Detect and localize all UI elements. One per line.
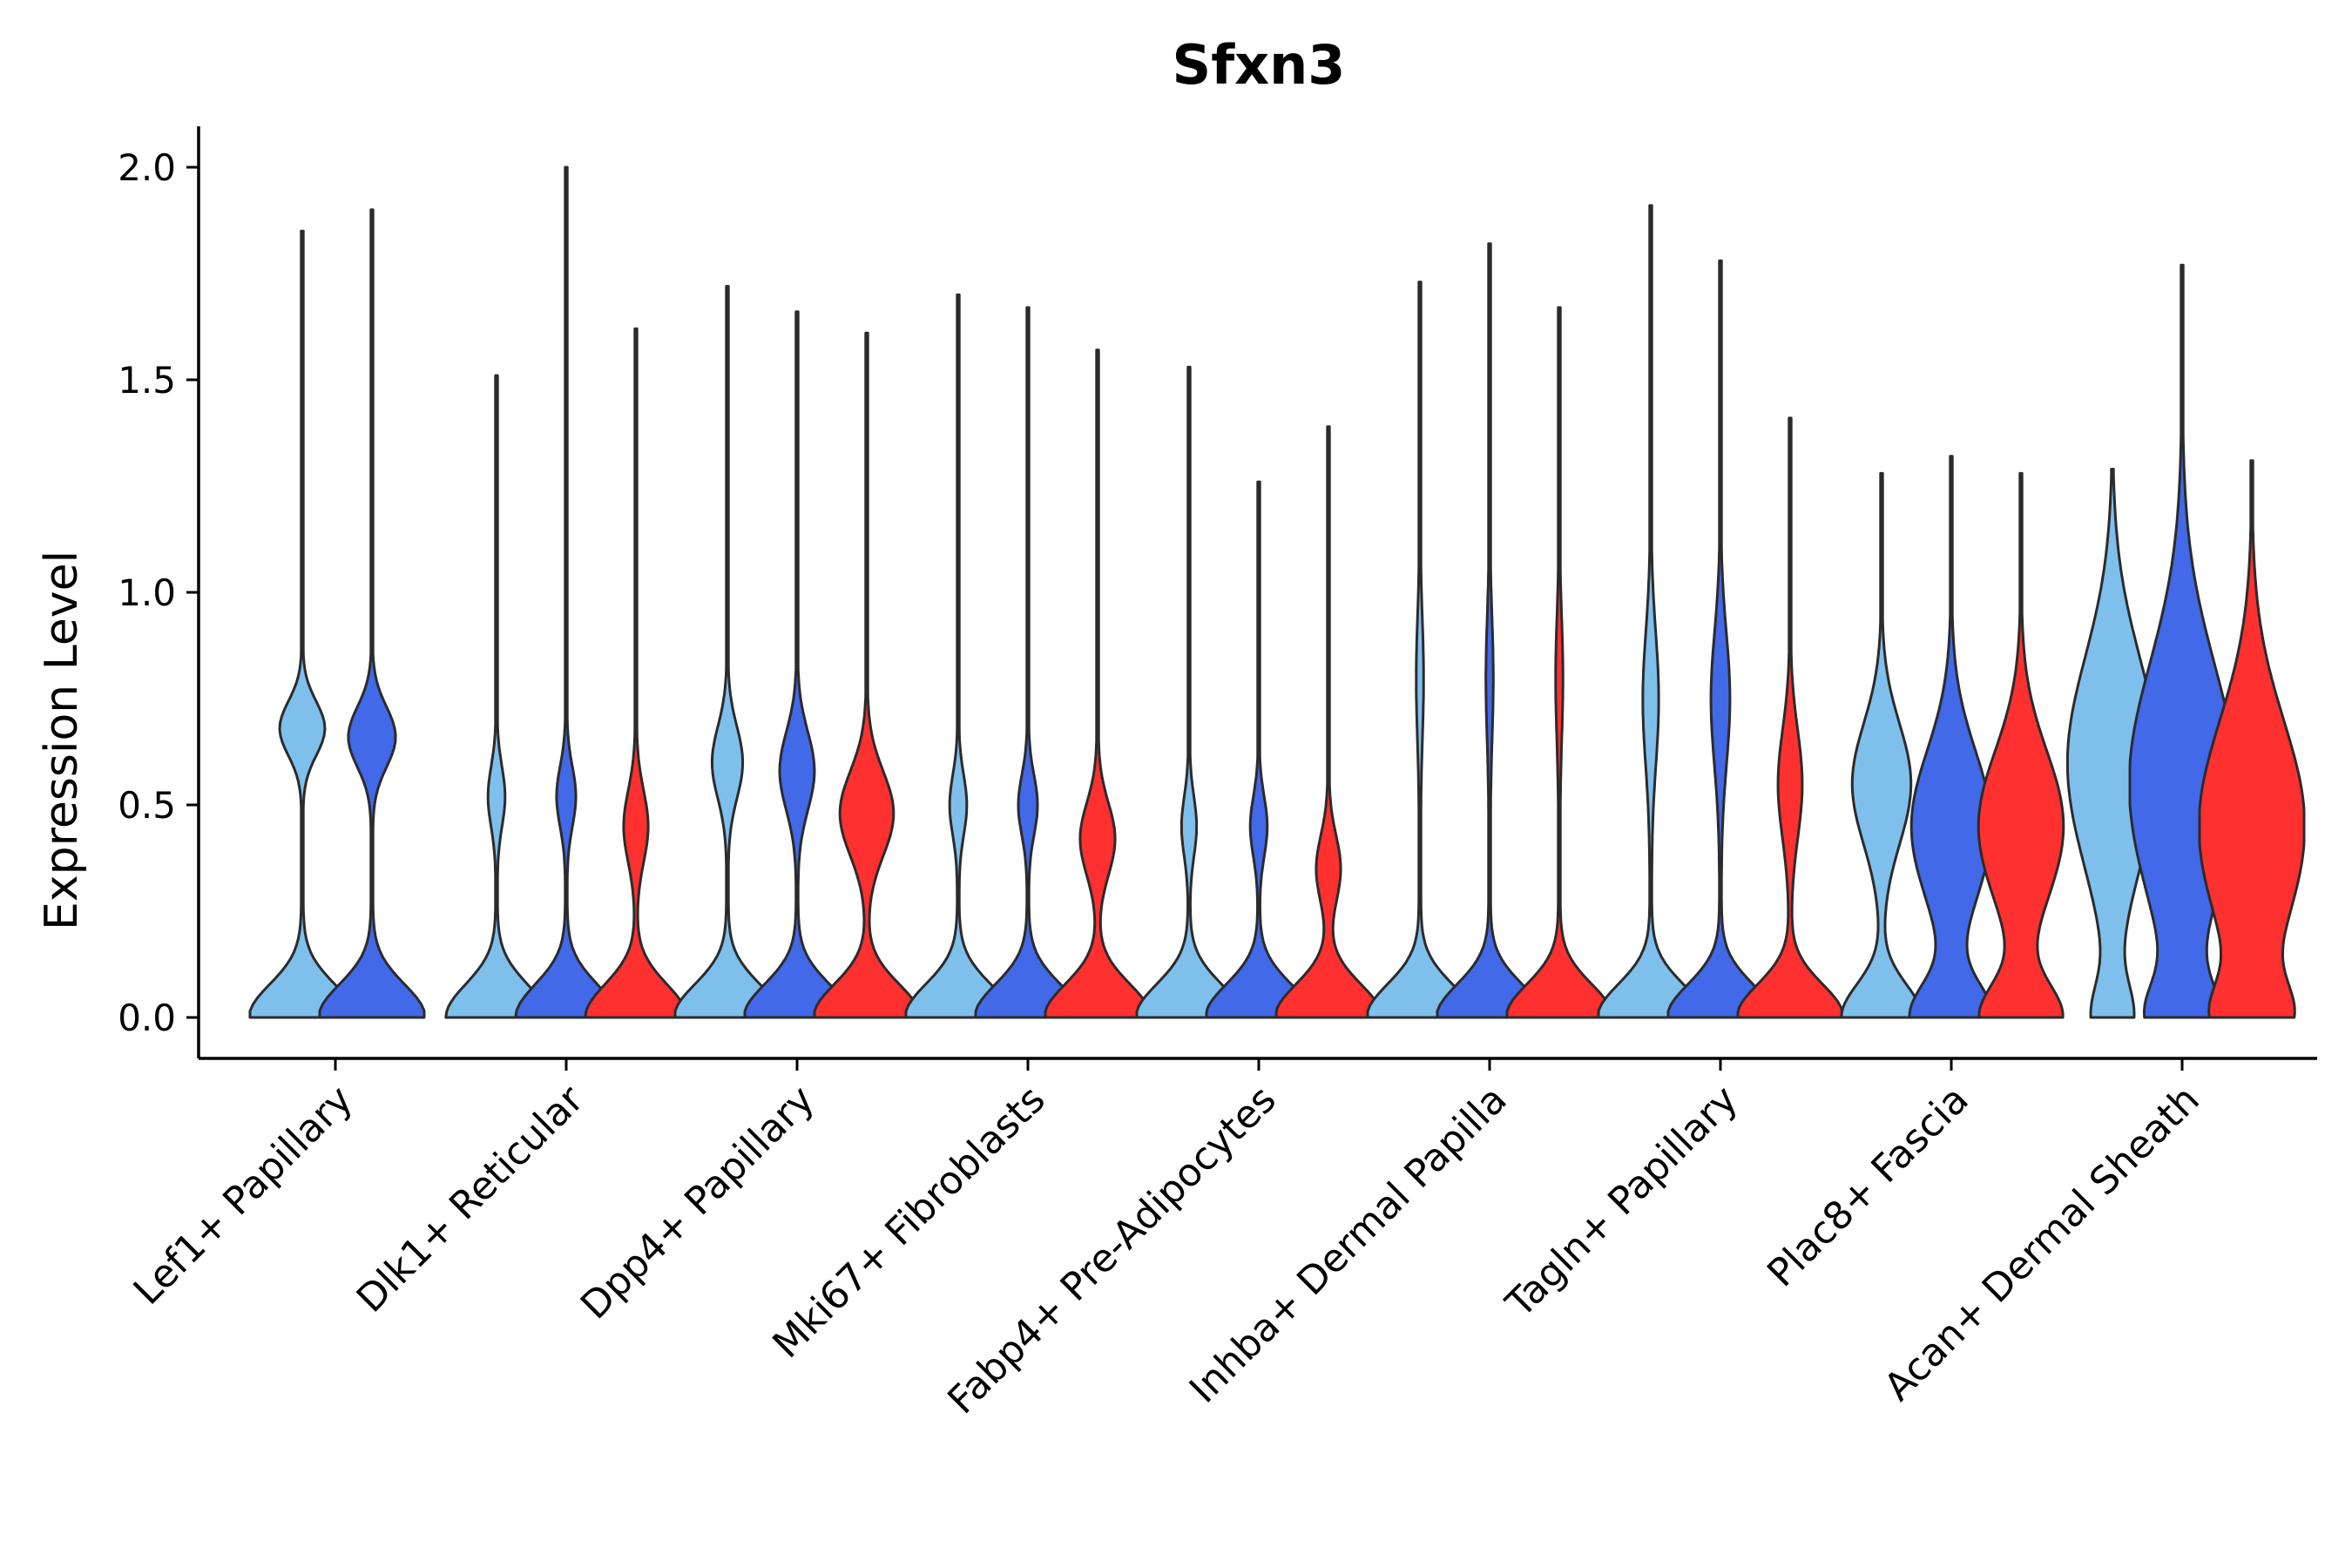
y-tick-label: 0.0 (118, 997, 176, 1039)
violin-1-group1 (444, 374, 549, 1019)
y-axis-label: Expression Level (36, 551, 88, 930)
violin-5-group1 (1366, 280, 1474, 1019)
violin-6-group3 (1736, 416, 1844, 1019)
violin-4-group3 (1274, 425, 1382, 1019)
violin-2-group1 (673, 285, 781, 1019)
violin-8-group3 (2198, 459, 2306, 1019)
violin-1-group3 (584, 327, 688, 1019)
violin-layer (248, 166, 2306, 1019)
violin-3-group1 (904, 293, 1012, 1019)
violin-7-group3 (1977, 471, 2065, 1019)
violin-0-group1 (248, 229, 356, 1019)
x-category-label: Tagln+ Papillary (1497, 1078, 1747, 1327)
violin-7-group1 (1840, 471, 1923, 1019)
violin-2-group2 (743, 310, 851, 1019)
violin-4-group2 (1205, 480, 1313, 1019)
violin-4-group1 (1135, 365, 1243, 1019)
y-tick-label: 1.5 (118, 359, 176, 402)
y-tick-label: 1.0 (118, 571, 176, 614)
x-category-label: Plac8+ Fascia (1759, 1078, 1977, 1296)
x-category-label: Dlk1+ Reticular (348, 1077, 593, 1321)
violin-5-group3 (1505, 306, 1613, 1019)
y-tick-label: 2.0 (118, 146, 176, 189)
violin-2-group3 (813, 331, 921, 1019)
violin-3-group3 (1044, 348, 1152, 1019)
x-category-label: Dpp4+ Papillary (572, 1078, 823, 1328)
x-category-label: Lef1+ Papillary (125, 1078, 362, 1314)
violin-1-group2 (514, 166, 618, 1019)
chart-title: Sfxn3 (1173, 33, 1346, 97)
violin-5-group2 (1436, 242, 1544, 1019)
violin-6-group1 (1597, 204, 1705, 1019)
y-tick-label: 0.5 (118, 784, 176, 827)
violin-6-group2 (1666, 259, 1774, 1019)
violin-3-group2 (974, 306, 1082, 1019)
violin-7-group2 (1908, 455, 1995, 1019)
violin-0-group2 (318, 208, 426, 1019)
